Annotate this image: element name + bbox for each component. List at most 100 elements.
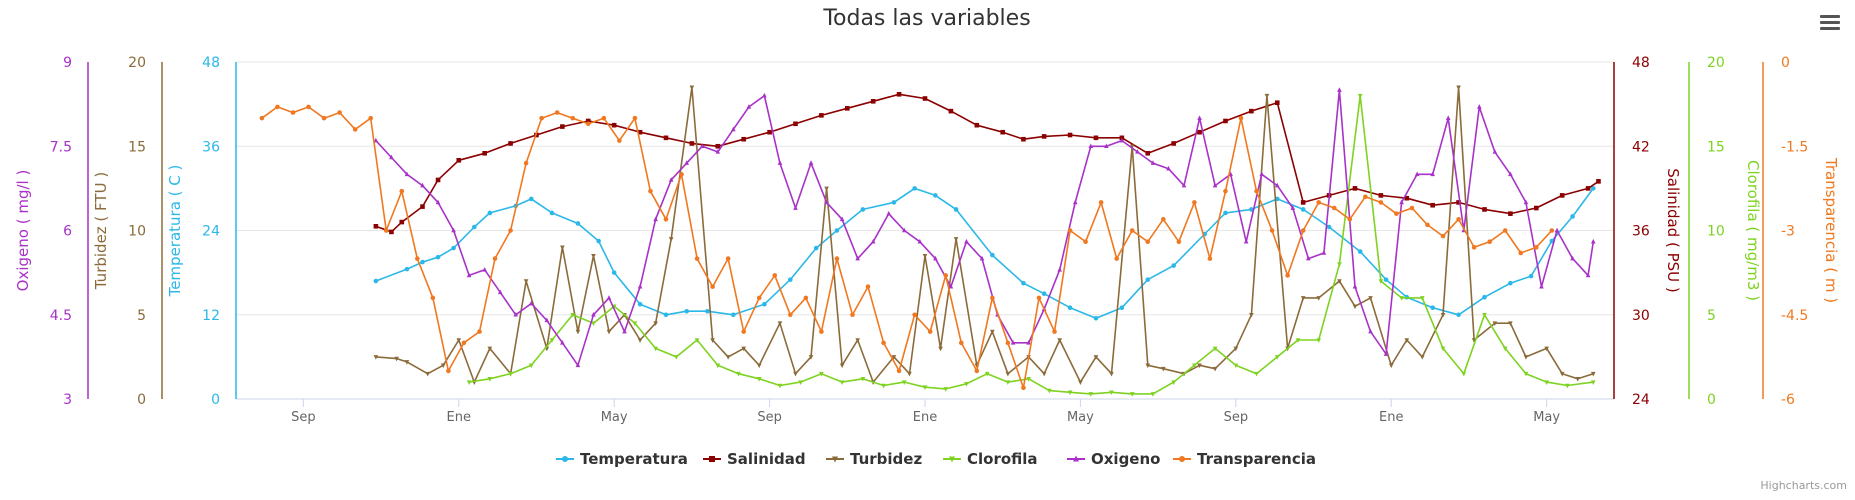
salinidad-point bbox=[870, 99, 876, 104]
x-tick-label: Ene bbox=[913, 410, 937, 425]
salinidad-point bbox=[948, 108, 954, 114]
clorofila-point bbox=[1274, 355, 1280, 360]
legend-item-oxigeno[interactable]: Oxigeno bbox=[1067, 450, 1160, 468]
turbidez-point bbox=[575, 329, 581, 335]
temperatura-line bbox=[375, 187, 1594, 320]
oxigeno-point bbox=[591, 311, 596, 317]
oxigeno-point bbox=[1150, 160, 1156, 165]
turbidez-point bbox=[1005, 371, 1011, 377]
temperatura-legend-label: Temperatura bbox=[580, 450, 688, 468]
turbidez-point bbox=[523, 279, 529, 284]
clorofila-point bbox=[1565, 383, 1570, 389]
salinidad-point bbox=[1067, 132, 1073, 138]
chart-menu-button[interactable] bbox=[1816, 8, 1844, 36]
salinidad-tick-label: 30 bbox=[1632, 308, 1650, 324]
oxigeno-point bbox=[1104, 143, 1109, 149]
transparencia-point bbox=[1331, 205, 1337, 211]
salinidad-legend-marker bbox=[709, 456, 715, 462]
transparencia-point bbox=[1238, 115, 1244, 121]
transparencia-legend-label: Transparencia bbox=[1197, 450, 1316, 468]
clorofila-point bbox=[715, 363, 721, 369]
clorofila-point bbox=[1378, 279, 1384, 284]
transparencia-point bbox=[1316, 200, 1322, 205]
temperatura-tick-label: 48 bbox=[202, 55, 220, 71]
clorofila-point bbox=[570, 312, 576, 318]
salinidad-point bbox=[508, 141, 513, 146]
oxigeno-point bbox=[1414, 171, 1420, 177]
transparencia-point bbox=[1161, 216, 1166, 222]
salinidad-point bbox=[399, 219, 405, 225]
legend-item-transparencia[interactable]: Transparencia bbox=[1173, 450, 1316, 468]
salinidad-point bbox=[767, 129, 772, 135]
oxigeno-tick-label: 9 bbox=[63, 55, 72, 71]
turbidez-point bbox=[1368, 296, 1373, 301]
clorofila-tick-label: 15 bbox=[1707, 139, 1725, 155]
transparencia-point bbox=[756, 295, 762, 301]
turbidez-point bbox=[922, 253, 928, 259]
legend-item-salinidad[interactable]: Salinidad bbox=[703, 450, 806, 468]
temperatura-tick-label: 24 bbox=[202, 224, 220, 240]
salinidad-point bbox=[1596, 179, 1601, 184]
transparencia-point bbox=[477, 329, 482, 334]
legend-item-clorofila[interactable]: Clorofila bbox=[943, 450, 1038, 468]
clorofila-point bbox=[508, 371, 513, 377]
turbidez-point bbox=[1212, 366, 1218, 372]
temperatura-point bbox=[1249, 207, 1254, 212]
legend-item-turbidez[interactable]: Turbidez bbox=[826, 450, 922, 468]
salinidad-axis-title: Salinidad ( PSU ) bbox=[1664, 168, 1682, 293]
clorofila-point bbox=[1544, 380, 1549, 385]
transparencia-series bbox=[259, 104, 1555, 391]
salinidad-point bbox=[689, 141, 695, 146]
transparencia-point bbox=[1067, 228, 1073, 233]
oxigeno-point bbox=[901, 227, 907, 233]
turbidez-point bbox=[1109, 371, 1114, 377]
turbidez-point bbox=[710, 338, 715, 343]
salinidad-point bbox=[741, 136, 746, 142]
chart-title: Todas las variables bbox=[822, 6, 1030, 31]
clorofila-point bbox=[1088, 392, 1094, 397]
x-tick-label: May bbox=[601, 410, 628, 425]
transparencia-point bbox=[896, 368, 902, 374]
x-tick-label: Ene bbox=[1379, 410, 1403, 425]
oxigeno-point bbox=[839, 216, 845, 222]
temperatura-point bbox=[731, 312, 736, 318]
oxigeno-point bbox=[793, 205, 798, 210]
salinidad-point bbox=[922, 96, 928, 101]
legend-item-temperatura[interactable]: Temperatura bbox=[556, 450, 688, 468]
oxigeno-point bbox=[1259, 171, 1265, 177]
transparencia-point bbox=[1456, 216, 1461, 222]
transparencia-tick-label: -3 bbox=[1781, 224, 1795, 240]
transparencia-point bbox=[1192, 200, 1197, 205]
oxigeno-point bbox=[420, 182, 425, 188]
turbidez-point bbox=[1559, 371, 1565, 377]
clorofila-point bbox=[694, 338, 700, 343]
turbidez-legend-marker bbox=[832, 456, 838, 463]
transparencia-point bbox=[710, 284, 715, 289]
oxigeno-point bbox=[560, 340, 565, 345]
oxigeno-point bbox=[1368, 328, 1373, 334]
salinidad-point bbox=[1559, 193, 1565, 198]
temperatura-legend-marker bbox=[562, 456, 568, 462]
oxigeno-point bbox=[1072, 199, 1078, 205]
temperatura-point bbox=[1145, 277, 1151, 282]
turbidez-point bbox=[1197, 363, 1202, 369]
salinidad-point bbox=[663, 135, 669, 141]
clorofila-point bbox=[591, 321, 596, 326]
salinidad-point bbox=[1171, 141, 1176, 146]
clorofila-legend-label: Clorofila bbox=[967, 450, 1038, 468]
transparencia-point bbox=[1394, 211, 1399, 216]
oxigeno-point bbox=[1570, 255, 1575, 261]
oxigeno-axis-title: Oxigeno ( mg/l ) bbox=[14, 170, 32, 292]
highcharts-credits[interactable]: Highcharts.com bbox=[1760, 479, 1847, 492]
turbidez-point bbox=[1492, 321, 1498, 326]
oxigeno-point bbox=[808, 160, 814, 165]
transparencia-point bbox=[1083, 239, 1088, 245]
temperatura-tick-label: 0 bbox=[211, 392, 220, 408]
turbidez-point bbox=[373, 355, 379, 360]
turbidez-point bbox=[1041, 371, 1047, 377]
clorofila-point bbox=[777, 383, 783, 389]
transparencia-point bbox=[990, 295, 995, 301]
transparencia-point bbox=[1502, 228, 1508, 233]
clorofila-point bbox=[466, 380, 472, 385]
temperatura-point bbox=[1590, 186, 1596, 191]
